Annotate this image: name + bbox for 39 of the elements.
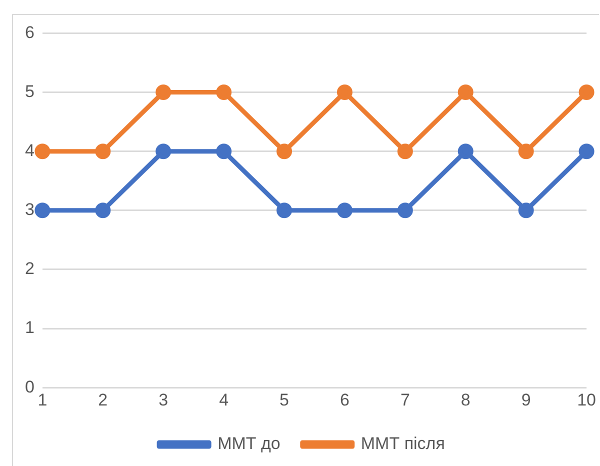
y-tick-label: 3 (24, 200, 34, 220)
x-tick-label: 5 (280, 390, 290, 410)
legend-label: ММТ до (218, 434, 280, 454)
point (578, 84, 594, 100)
y-tick-label: 4 (24, 141, 34, 160)
x-tick-label: 6 (340, 390, 350, 410)
point (216, 144, 232, 160)
y-tick-label: 1 (24, 318, 34, 338)
point (518, 202, 534, 218)
legend-label: ММТ після (360, 434, 445, 454)
point (34, 144, 50, 160)
point (397, 202, 413, 218)
point (156, 84, 172, 100)
y-tick-label: 5 (24, 82, 34, 101)
point (95, 202, 111, 218)
point (578, 144, 594, 160)
point (34, 202, 50, 218)
point (216, 84, 232, 100)
x-tick-label: 9 (521, 390, 531, 410)
point (518, 144, 534, 160)
point (397, 144, 413, 160)
y-tick-label: 6 (24, 22, 34, 42)
x-tick-label: 4 (219, 390, 229, 410)
point (458, 144, 474, 160)
point (458, 84, 474, 100)
point (95, 144, 111, 160)
y-tick-label: 2 (24, 259, 34, 278)
x-tick-label: 3 (158, 390, 168, 410)
point (276, 202, 292, 218)
point (336, 84, 352, 100)
x-tick-label: 10 (577, 390, 596, 410)
point (156, 144, 172, 160)
point (336, 202, 352, 218)
x-tick-label: 7 (400, 390, 410, 410)
point (276, 144, 292, 160)
y-tick-label: 0 (24, 377, 34, 396)
x-tick-label: 1 (38, 390, 48, 410)
x-tick-label: 2 (98, 390, 108, 410)
x-tick-label: 8 (460, 390, 470, 410)
